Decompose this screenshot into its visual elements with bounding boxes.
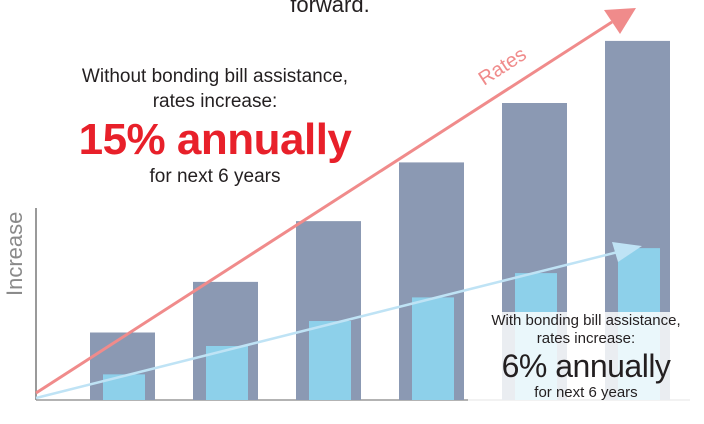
bar-with-assistance-3 — [309, 321, 351, 400]
bar-with-assistance-4 — [412, 297, 454, 400]
with-assistance-line2: rates increase: — [536, 330, 636, 347]
without-assistance-line1: Without bonding bill assistance, — [81, 66, 349, 87]
with-assistance-rate: 6% annually — [501, 348, 671, 384]
assisted-arrow-head — [612, 242, 642, 262]
top-caption: forward. — [290, 0, 370, 17]
without-assistance-line3: for next 6 years — [149, 166, 281, 187]
y-axis-label: Increase — [2, 211, 27, 296]
with-assistance-line3: for next 6 years — [534, 384, 638, 401]
assisted-arrow-line — [35, 250, 619, 400]
without-assistance-callout: Without bonding bill assistance, rates i… — [30, 64, 400, 188]
without-assistance-rate: 15% annually — [78, 115, 352, 164]
rates-arrow-label: Rates — [475, 43, 531, 90]
rates-arrow-head — [604, 8, 636, 34]
bar-with-assistance-2 — [206, 346, 248, 400]
with-assistance-callout: With bonding bill assistance, rates incr… — [468, 312, 704, 402]
rates-arrow-line — [35, 20, 613, 395]
bar-with-assistance-1 — [103, 374, 145, 400]
without-assistance-line2: rates increase: — [152, 91, 278, 112]
with-assistance-line1: With bonding bill assistance, — [491, 312, 681, 329]
